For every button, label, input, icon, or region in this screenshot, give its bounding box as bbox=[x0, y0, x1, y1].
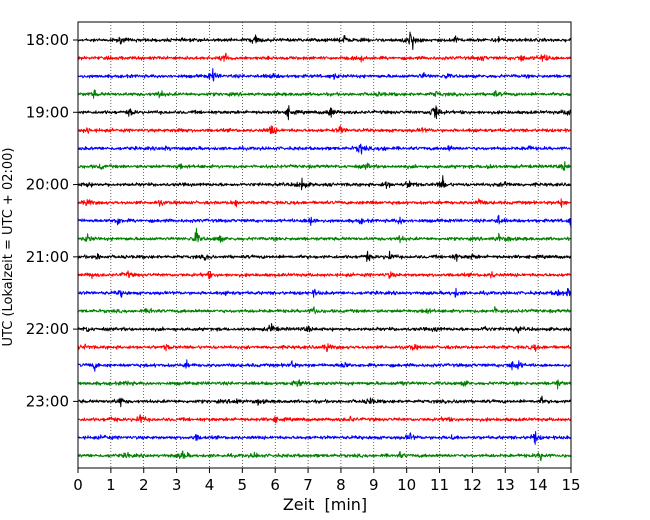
trace-line bbox=[77, 105, 572, 121]
trace-line bbox=[77, 450, 572, 462]
trace-line bbox=[77, 306, 572, 315]
trace-line bbox=[77, 414, 572, 424]
plot-frame bbox=[77, 21, 572, 469]
y-axis-ticks: 18:00 19:00 20:00 21:00 22:00 23:00 bbox=[26, 31, 78, 410]
trace-line bbox=[77, 431, 572, 445]
x-tick-label: 12 bbox=[463, 476, 482, 494]
x-tick-label: 2 bbox=[139, 476, 149, 494]
x-tick-label: 7 bbox=[303, 476, 313, 494]
trace-line bbox=[77, 52, 572, 63]
y-tick-label: 18:00 bbox=[26, 31, 69, 49]
trace-line bbox=[77, 359, 572, 372]
trace-line bbox=[77, 287, 572, 298]
x-tick-label: 3 bbox=[172, 476, 182, 494]
x-tick-label: 8 bbox=[336, 476, 346, 494]
seismic-traces bbox=[77, 31, 572, 462]
trace-line bbox=[77, 89, 571, 99]
x-tick-label: 4 bbox=[205, 476, 215, 494]
y-tick-label: 23:00 bbox=[26, 392, 69, 410]
trace-line bbox=[77, 198, 572, 208]
y-tick-label: 19:00 bbox=[26, 103, 69, 121]
y-tick-label: 22:00 bbox=[26, 320, 69, 338]
x-tick-label: 6 bbox=[270, 476, 280, 494]
x-tick-label: 9 bbox=[369, 476, 379, 494]
trace-line bbox=[77, 161, 572, 171]
trace-line bbox=[77, 175, 572, 191]
trace-line bbox=[77, 379, 572, 390]
y-tick-label: 20:00 bbox=[26, 176, 69, 194]
vertical-gridlines bbox=[110, 22, 539, 468]
y-axis-label: UTC (Lokalzeit = UTC + 02:00) bbox=[1, 148, 16, 347]
trace-line bbox=[77, 143, 572, 155]
x-tick-label: 11 bbox=[430, 476, 449, 494]
x-tick-label: 0 bbox=[73, 476, 83, 494]
y-tick-label: 21:00 bbox=[26, 248, 69, 266]
trace-line bbox=[77, 395, 572, 408]
trace-line bbox=[77, 227, 572, 244]
trace-line bbox=[77, 125, 572, 135]
x-axis-label: Zeit [min] bbox=[283, 495, 367, 514]
x-axis-ticks: 0 1 2 3 4 5 6 7 8 9 10 11 12 13 14 15 bbox=[73, 468, 581, 494]
trace-line bbox=[77, 214, 572, 228]
trace-line bbox=[77, 250, 572, 262]
x-tick-label: 14 bbox=[529, 476, 548, 494]
trace-line bbox=[77, 270, 571, 280]
trace-line bbox=[77, 68, 572, 82]
trace-line bbox=[77, 323, 572, 334]
x-tick-label: 5 bbox=[238, 476, 248, 494]
trace-line bbox=[77, 31, 572, 50]
trace-line bbox=[77, 343, 572, 353]
x-tick-label: 10 bbox=[397, 476, 416, 494]
x-tick-label: 15 bbox=[561, 476, 580, 494]
x-tick-label: 1 bbox=[106, 476, 116, 494]
x-tick-label: 13 bbox=[496, 476, 515, 494]
